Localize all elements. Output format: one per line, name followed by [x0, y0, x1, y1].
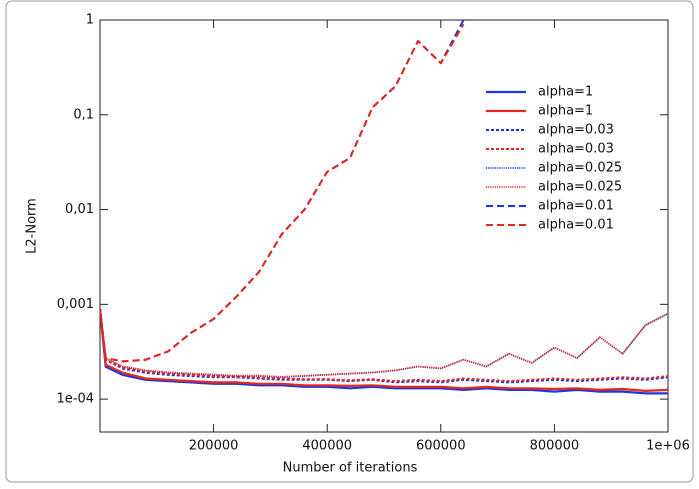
- legend-label: alpha=0.025: [538, 161, 622, 176]
- y-axis-label: L2-Norm: [25, 198, 40, 254]
- legend-label: alpha=0.01: [538, 199, 614, 214]
- x-tick-label: 800000: [530, 439, 580, 454]
- series-line: [100, 308, 668, 392]
- legend-label: alpha=1: [538, 104, 593, 119]
- x-tick-label: 400000: [302, 439, 352, 454]
- x-tick-label: 1e+06: [646, 439, 690, 454]
- plot-area: [99, 19, 669, 433]
- y-tick-label: 1: [86, 13, 94, 28]
- legend-label: alpha=0.03: [538, 123, 614, 138]
- y-tick-label: 1e-04: [56, 392, 94, 407]
- frame: [5, 0, 694, 483]
- legend-label: alpha=1: [538, 85, 593, 100]
- series-line: [100, 308, 668, 378]
- legend-label: alpha=0.01: [538, 218, 614, 233]
- y-tick-label: 0,1: [73, 107, 94, 122]
- series-line: [100, 23, 465, 363]
- series-line: [100, 308, 668, 383]
- x-axis-label: Number of iterations: [283, 461, 418, 476]
- y-tick-label: 0,001: [57, 297, 94, 312]
- y-tick-label: 0,01: [65, 202, 94, 217]
- x-tick-label: 600000: [416, 439, 466, 454]
- x-tick-label: 200000: [189, 439, 239, 454]
- series-line: [100, 308, 668, 395]
- legend-label: alpha=0.03: [538, 142, 614, 157]
- legend-label: alpha=0.025: [538, 180, 622, 195]
